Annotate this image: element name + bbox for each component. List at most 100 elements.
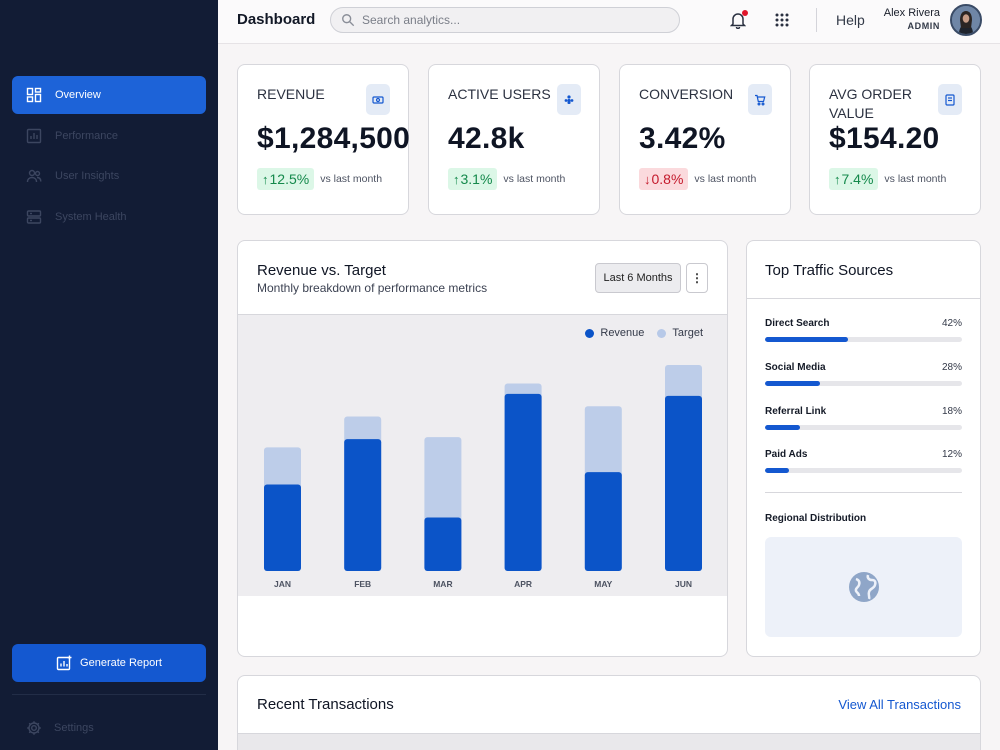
x-tick-label: FEB [354,579,371,589]
kpi-label: AVG ORDER VALUE [829,86,912,121]
user-group-icon [557,84,581,115]
globe-icon [848,572,879,602]
traffic-sources-card: Top Traffic Sources Direct Search 42% Soc… [746,240,981,657]
transactions-title: Recent Transactions [257,696,394,713]
kpi-change: ↑ 3.1% vs last month [448,168,565,190]
arrow-up-icon: ↑ [834,171,841,187]
x-tick-label: JAN [274,579,291,589]
traffic-header-divider [747,298,980,299]
kpi-label: REVENUE [257,86,325,102]
x-tick-label: JUN [675,579,692,589]
change-badge: ↓ 0.8% [639,168,689,190]
source-name: Referral Link [765,406,827,417]
avatar[interactable] [950,4,982,36]
top-bar: Dashboard Help Alex Rivera ADMIN [218,0,1000,44]
revenue-chart-card: Revenue vs. Target Monthly breakdown of … [237,240,728,657]
revenue-bar-may [584,472,622,571]
gear-icon [27,721,41,735]
sidebar-item-label: System Health [55,210,127,223]
kpi-value: $1,284,500 [257,122,411,155]
revenue-bar-jan [264,484,301,571]
source-name: Paid Ads [765,449,808,460]
traffic-title: Top Traffic Sources [765,262,894,279]
generate-report-button[interactable]: Generate Report [12,644,206,682]
revenue-bar-apr [504,393,542,571]
kpi-change: ↓ 0.8% vs last month [639,168,756,190]
change-badge: ↑ 12.5% [257,168,315,190]
kpi-change: ↑ 7.4% vs last month [829,168,946,190]
source-percent: 28% [941,362,962,373]
progress-fill [765,381,821,386]
legend-swatch [585,328,595,338]
sidebar-item-settings[interactable]: Settings [26,720,94,736]
kpi-change: ↑ 12.5% vs last month [257,168,382,190]
view-all-transactions-link[interactable]: View All Transactions [838,697,961,712]
cart-icon [748,84,772,115]
sidebar-item-system-health[interactable]: System Health [12,198,206,236]
sidebar-item-label: User Insights [55,170,120,182]
user-role: ADMIN [907,21,940,31]
kpi-card-active-users: ACTIVE USERS 42.8k ↑ 3.1% vs last month [428,64,600,215]
search-bar[interactable] [330,7,680,33]
traffic-source-social-media: Social Media 28% [765,362,962,386]
progress-track [765,337,962,342]
chart-legend: Revenue Target [572,327,703,339]
arrow-up-icon: ↑ [262,171,269,187]
sidebar-item-label: Performance [55,129,118,142]
progress-fill [765,468,789,473]
arrow-down-icon: ↓ [644,171,651,187]
progress-fill [765,425,801,430]
progress-track [765,425,962,430]
bar-chart-icon [26,128,42,144]
change-note: vs last month [884,173,947,185]
money-icon [366,84,390,115]
recent-transactions-card: Recent Transactions View All Transaction… [237,675,981,750]
period-select-button[interactable]: Last 6 Months [595,263,681,293]
legend-item-target: Target [657,327,703,339]
sidebar-item-performance[interactable]: Performance [12,117,206,155]
server-icon [26,209,42,225]
kpi-value: 3.42% [639,122,726,155]
change-note: vs last month [503,173,566,185]
apps-grid-icon[interactable] [774,12,790,28]
kpi-card-revenue: REVENUE $1,284,500 ↑ 12.5% vs last month [237,64,411,215]
progress-fill [765,337,848,342]
sidebar-item-user-insights[interactable]: User Insights [12,157,206,195]
source-percent: 42% [941,318,962,329]
source-name: Direct Search [765,318,830,329]
sidebar-item-overview[interactable]: Overview [12,76,206,114]
legend-swatch [657,328,667,338]
traffic-source-direct-search: Direct Search 42% [765,318,962,342]
change-note: vs last month [694,173,757,185]
progress-track [765,468,962,473]
x-tick-label: APR [514,579,532,589]
x-tick-label: MAY [594,579,612,589]
topbar-divider [816,8,817,32]
regional-map-placeholder[interactable] [765,537,962,637]
source-percent: 12% [941,449,962,460]
chart-plot-area: JAN FEB MAR APR MAY JUN Revenue Target [238,314,727,596]
kpi-value: $154.20 [829,122,940,155]
legend-item-revenue: Revenue [585,327,644,339]
chart-subtitle: Monthly breakdown of performance metrics [257,281,488,295]
chart-title: Revenue vs. Target [257,262,386,279]
traffic-divider [765,492,962,493]
traffic-source-paid-ads: Paid Ads 12% [765,449,962,473]
revenue-bar-feb [344,439,382,571]
report-icon [56,655,72,671]
traffic-source-referral-link: Referral Link 18% [765,406,962,430]
x-tick-label: MAR [433,579,452,589]
sidebar-item-label: Overview [55,89,101,101]
source-percent: 18% [941,406,962,417]
sidebar-nav: Overview Performance User Insights Syste… [12,76,206,238]
change-badge: ↑ 7.4% [829,168,879,190]
search-input[interactable] [362,13,662,27]
settings-label: Settings [54,722,94,734]
more-options-button[interactable]: ⋮ [686,263,708,293]
kpi-label: CONVERSION [639,86,734,102]
search-icon [342,14,355,27]
bell-icon[interactable] [730,11,746,29]
arrow-up-icon: ↑ [453,171,460,187]
kpi-value: 42.8k [448,122,525,155]
help-link[interactable]: Help [836,12,865,28]
